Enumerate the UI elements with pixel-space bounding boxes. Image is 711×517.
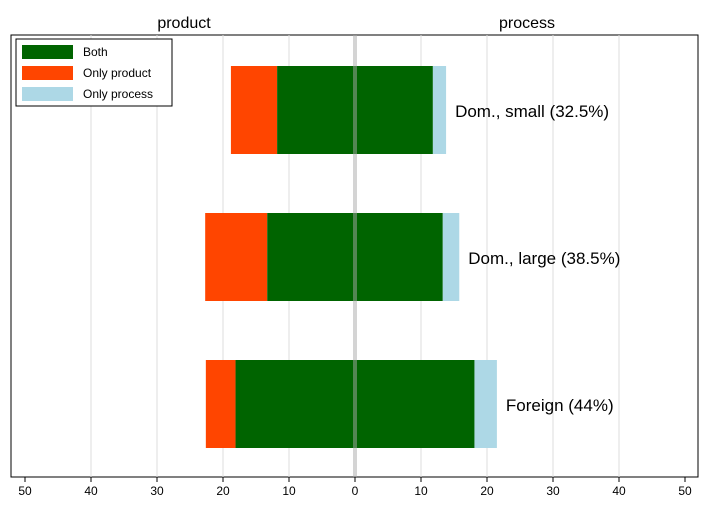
x-tick-label: 50 — [18, 484, 32, 498]
x-tick-label: 30 — [546, 484, 560, 498]
bars — [205, 66, 497, 448]
legend-swatch — [22, 66, 73, 80]
category-label: Dom., small (32.5%) — [455, 102, 609, 121]
category-label: Foreign (44%) — [506, 396, 614, 415]
bar-only-process — [442, 213, 460, 301]
x-tick-label: 20 — [216, 484, 230, 498]
legend-swatch — [22, 45, 73, 59]
bar-only-process — [432, 66, 447, 154]
legend-label: Only process — [83, 87, 153, 101]
bar-both — [235, 360, 475, 448]
category-label: Dom., large (38.5%) — [468, 249, 620, 268]
x-tick-label: 10 — [282, 484, 296, 498]
category-labels: Dom., small (32.5%) Dom., large (38.5%) Fo… — [455, 102, 620, 415]
x-tick-label: 30 — [150, 484, 164, 498]
legend-label: Only product — [83, 66, 152, 80]
x-tick-label: 20 — [480, 484, 494, 498]
legend-swatch — [22, 87, 73, 101]
x-tick-label: 0 — [352, 484, 359, 498]
bar-only-product — [205, 360, 236, 448]
bar-both — [277, 66, 433, 154]
legend: Both Only product Only process — [15, 38, 173, 107]
bar-only-process — [474, 360, 497, 448]
bar-only-product — [230, 66, 278, 154]
x-tick-label: 50 — [678, 484, 692, 498]
legend-label: Both — [83, 45, 108, 59]
x-tick-label: 40 — [84, 484, 98, 498]
left-side-title: product — [157, 15, 211, 32]
bar-only-product — [205, 213, 268, 301]
x-axis: 50 40 30 20 10 0 10 20 30 40 50 — [18, 477, 692, 498]
x-tick-label: 40 — [612, 484, 626, 498]
zero-line — [353, 35, 357, 477]
right-side-title: process — [499, 15, 555, 32]
bar-both — [267, 213, 443, 301]
x-tick-label: 10 — [414, 484, 428, 498]
